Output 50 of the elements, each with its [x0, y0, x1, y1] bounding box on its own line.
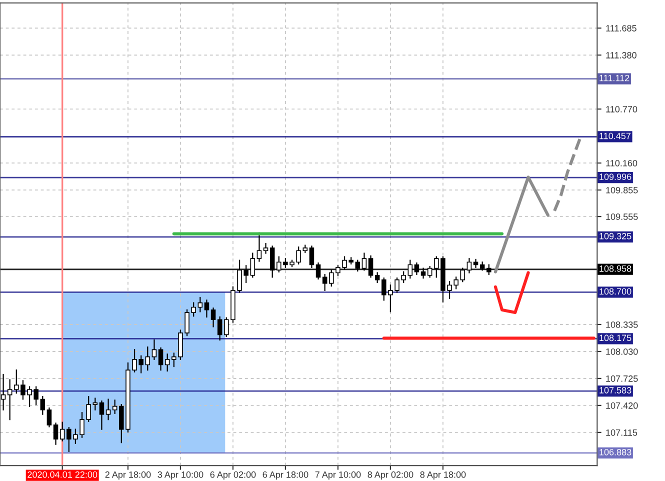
y-tick-label: 111.685 — [606, 25, 636, 32]
ref-line-label: 108.700 — [600, 288, 632, 295]
y-tick-label: 110.160 — [606, 160, 638, 166]
candlestick — [112, 400, 118, 414]
ref-line-label: 107.583 — [600, 387, 632, 394]
y-tick-label: 107.115 — [606, 429, 638, 436]
y-tick-label: 109.855 — [606, 186, 638, 194]
y-tick-label: 108.335 — [606, 321, 638, 328]
candlestick — [164, 354, 170, 372]
ref-line-label: 110.457 — [600, 132, 630, 140]
y-tick-label: 109.555 — [606, 214, 638, 220]
x-tick-label: 3 Apr 10:00 — [158, 471, 204, 480]
x-tick-label: 8 Apr 18:00 — [420, 471, 466, 480]
candlestick — [210, 308, 216, 328]
ref-line-label: 108.958 — [600, 265, 632, 272]
candlestick — [263, 242, 268, 254]
candlestick — [158, 347, 164, 371]
ref-line-label: 106.883 — [600, 448, 632, 456]
candlestick — [53, 422, 58, 445]
x-tick-label: 6 Apr 18:00 — [262, 471, 308, 480]
ref-line-label: 109.996 — [600, 174, 632, 180]
candlestick — [92, 398, 98, 410]
candlestick — [322, 274, 328, 291]
y-tick-label: 107.420 — [606, 402, 638, 409]
y-tick-label: 108.030 — [606, 348, 638, 355]
candlestick — [60, 422, 65, 442]
candlestick — [198, 296, 203, 312]
candlestick — [374, 272, 380, 284]
line-series — [494, 271, 530, 314]
y-tick-label: 111.380 — [606, 52, 636, 58]
candlestick — [99, 400, 104, 430]
candlestick — [46, 408, 52, 428]
x-tick-label: 7 Apr 10:00 — [315, 471, 361, 480]
ref-line-label: 108.175 — [600, 334, 632, 342]
x-tick-label: 8 Apr 02:00 — [368, 471, 414, 480]
candlestick — [7, 379, 12, 420]
candlestick — [106, 398, 111, 420]
candlestick — [40, 396, 46, 415]
candlestick — [204, 300, 210, 318]
y-tick-label: 107.725 — [606, 375, 638, 382]
candlestick — [145, 346, 150, 371]
y-tick-label: 110.770 — [606, 106, 638, 112]
candlestick — [217, 316, 222, 341]
ref-line-label: 109.325 — [600, 232, 632, 240]
candlestick — [152, 339, 157, 360]
x-tick-label: 2020.04.01 22:00 — [28, 471, 98, 478]
ref-line-label: 111.112 — [600, 74, 630, 82]
candlestick — [0, 374, 6, 410]
x-tick-label: 2 Apr 18:00 — [105, 471, 151, 480]
x-tick-label: 6 Apr 02:00 — [210, 471, 256, 480]
